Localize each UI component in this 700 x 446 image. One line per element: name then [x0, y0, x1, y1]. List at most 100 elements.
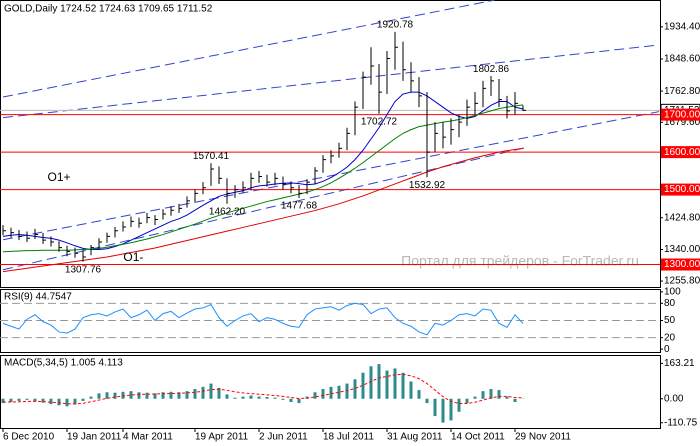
histogram-bar [401, 372, 405, 399]
ohlc-bar [154, 215, 158, 226]
histogram-bar [249, 395, 253, 399]
ohlc-bar [402, 41, 406, 81]
level-label: 1700.00 [664, 109, 700, 120]
histogram-bar [481, 391, 485, 399]
y-tick-label: 1934.40 [664, 21, 700, 32]
ohlc-bar [50, 236, 54, 247]
histogram-bar [361, 372, 365, 399]
ohlc-bar [330, 150, 334, 164]
y-tick-label: 80 [664, 298, 676, 309]
ohlc-bar [106, 232, 110, 243]
ohlc-bar [98, 238, 102, 249]
level-box [661, 108, 700, 121]
histogram-bar [273, 397, 277, 399]
ohlc-bar [394, 31, 398, 70]
histogram-bar [185, 391, 189, 399]
price-annotation: 1570.41 [193, 151, 230, 162]
ohlc-bar [322, 155, 326, 173]
price-annotation: 1532.92 [409, 180, 446, 191]
histogram-bar [313, 392, 317, 399]
price-annotation: 1477.68 [281, 201, 318, 212]
y-tick-label: 20 [664, 332, 676, 343]
ohlc-bar [66, 245, 70, 257]
histogram-bar [1, 398, 5, 404]
ohlc-bar [378, 64, 382, 114]
histogram-bar [345, 383, 349, 399]
level-label: 1500.00 [664, 184, 700, 195]
price-annotation: 1920.78 [377, 20, 414, 31]
chart-title: GOLD,Daily 1724.52 1724.63 1709.65 1711.… [4, 4, 213, 15]
x-tick-label: 29 Nov 2011 [515, 432, 571, 443]
histogram-bar [97, 393, 101, 399]
ohlc-bar [362, 71, 366, 110]
trendline [2, 44, 660, 119]
rsi-line [2, 302, 524, 336]
level-label: 1600.00 [664, 147, 700, 158]
ohlc-bar [202, 182, 206, 195]
y-tick-label: 1848.60 [664, 54, 700, 65]
ohlc-bar [346, 127, 350, 151]
ohlc-bar [298, 185, 302, 198]
ohlc-bar [410, 62, 414, 93]
histogram-bar [425, 398, 429, 404]
price-annotation: 1802.86 [473, 64, 510, 75]
histogram-bar [169, 391, 173, 399]
histogram-bar [33, 398, 37, 402]
ohlc-bar [138, 217, 142, 228]
y-tick-label: 50 [664, 315, 676, 326]
ohlc-bar [434, 122, 438, 153]
histogram-bar [441, 398, 445, 423]
histogram-bar [385, 370, 389, 399]
histogram-bar [337, 385, 341, 399]
ohlc-bar [130, 216, 134, 228]
moving-average [2, 104, 524, 253]
panel-title: RSI(9) 44.7547 [4, 292, 72, 303]
ohlc-bar [146, 212, 150, 224]
histogram-bar [25, 398, 29, 400]
price-panel [0, 0, 661, 288]
y-tick-label: 100 [664, 287, 681, 298]
histogram-bar [129, 391, 133, 399]
histogram-bar [393, 368, 397, 399]
histogram-bar [409, 381, 413, 399]
x-tick-label: 19 Jan 2011 [67, 432, 122, 443]
histogram-bar [153, 393, 157, 399]
macd-panel [0, 355, 661, 429]
ohlc-bar [234, 185, 238, 198]
ohlc-bar [314, 167, 318, 184]
ohlc-bar [514, 92, 518, 115]
histogram-bar [473, 396, 477, 399]
signal-line [3, 373, 524, 405]
watermark: Портал для трейдеров - ForTrader.ru [401, 253, 639, 269]
ohlc-bar [18, 230, 22, 241]
y-tick-label: 0 [664, 344, 670, 355]
ohlc-bar [498, 79, 502, 108]
level-box [661, 258, 700, 271]
ohlc-bar [82, 250, 86, 262]
ohlc-bar [466, 99, 470, 126]
ohlc-bar [506, 95, 510, 119]
histogram-bar [209, 383, 213, 399]
ohlc-bar [242, 181, 246, 193]
histogram-bar [49, 398, 53, 405]
moving-average [2, 147, 524, 273]
ohlc-bar [10, 227, 14, 238]
level-box [661, 146, 700, 159]
ohlc-bar [458, 114, 462, 138]
y-tick-label: 163.21 [664, 358, 695, 369]
ohlc-bar [354, 101, 358, 136]
ohlc-bar [34, 228, 38, 240]
y-tick-label: 1679.60 [664, 117, 700, 128]
histogram-bar [457, 398, 461, 412]
x-tick-label: 4 Mar 2011 [123, 432, 173, 443]
histogram-bar [289, 398, 293, 403]
x-tick-label: 2 Jun 2011 [259, 432, 308, 443]
note: O1- [123, 250, 143, 264]
trendline [2, 111, 660, 241]
ohlc-bar [482, 80, 486, 108]
x-tick-label: 18 Jul 2011 [323, 432, 374, 443]
y-tick-label: 0.00 [664, 393, 684, 404]
y-tick-label: 1424.80 [664, 212, 700, 223]
histogram-bar [89, 396, 93, 399]
histogram-bar [9, 398, 13, 403]
